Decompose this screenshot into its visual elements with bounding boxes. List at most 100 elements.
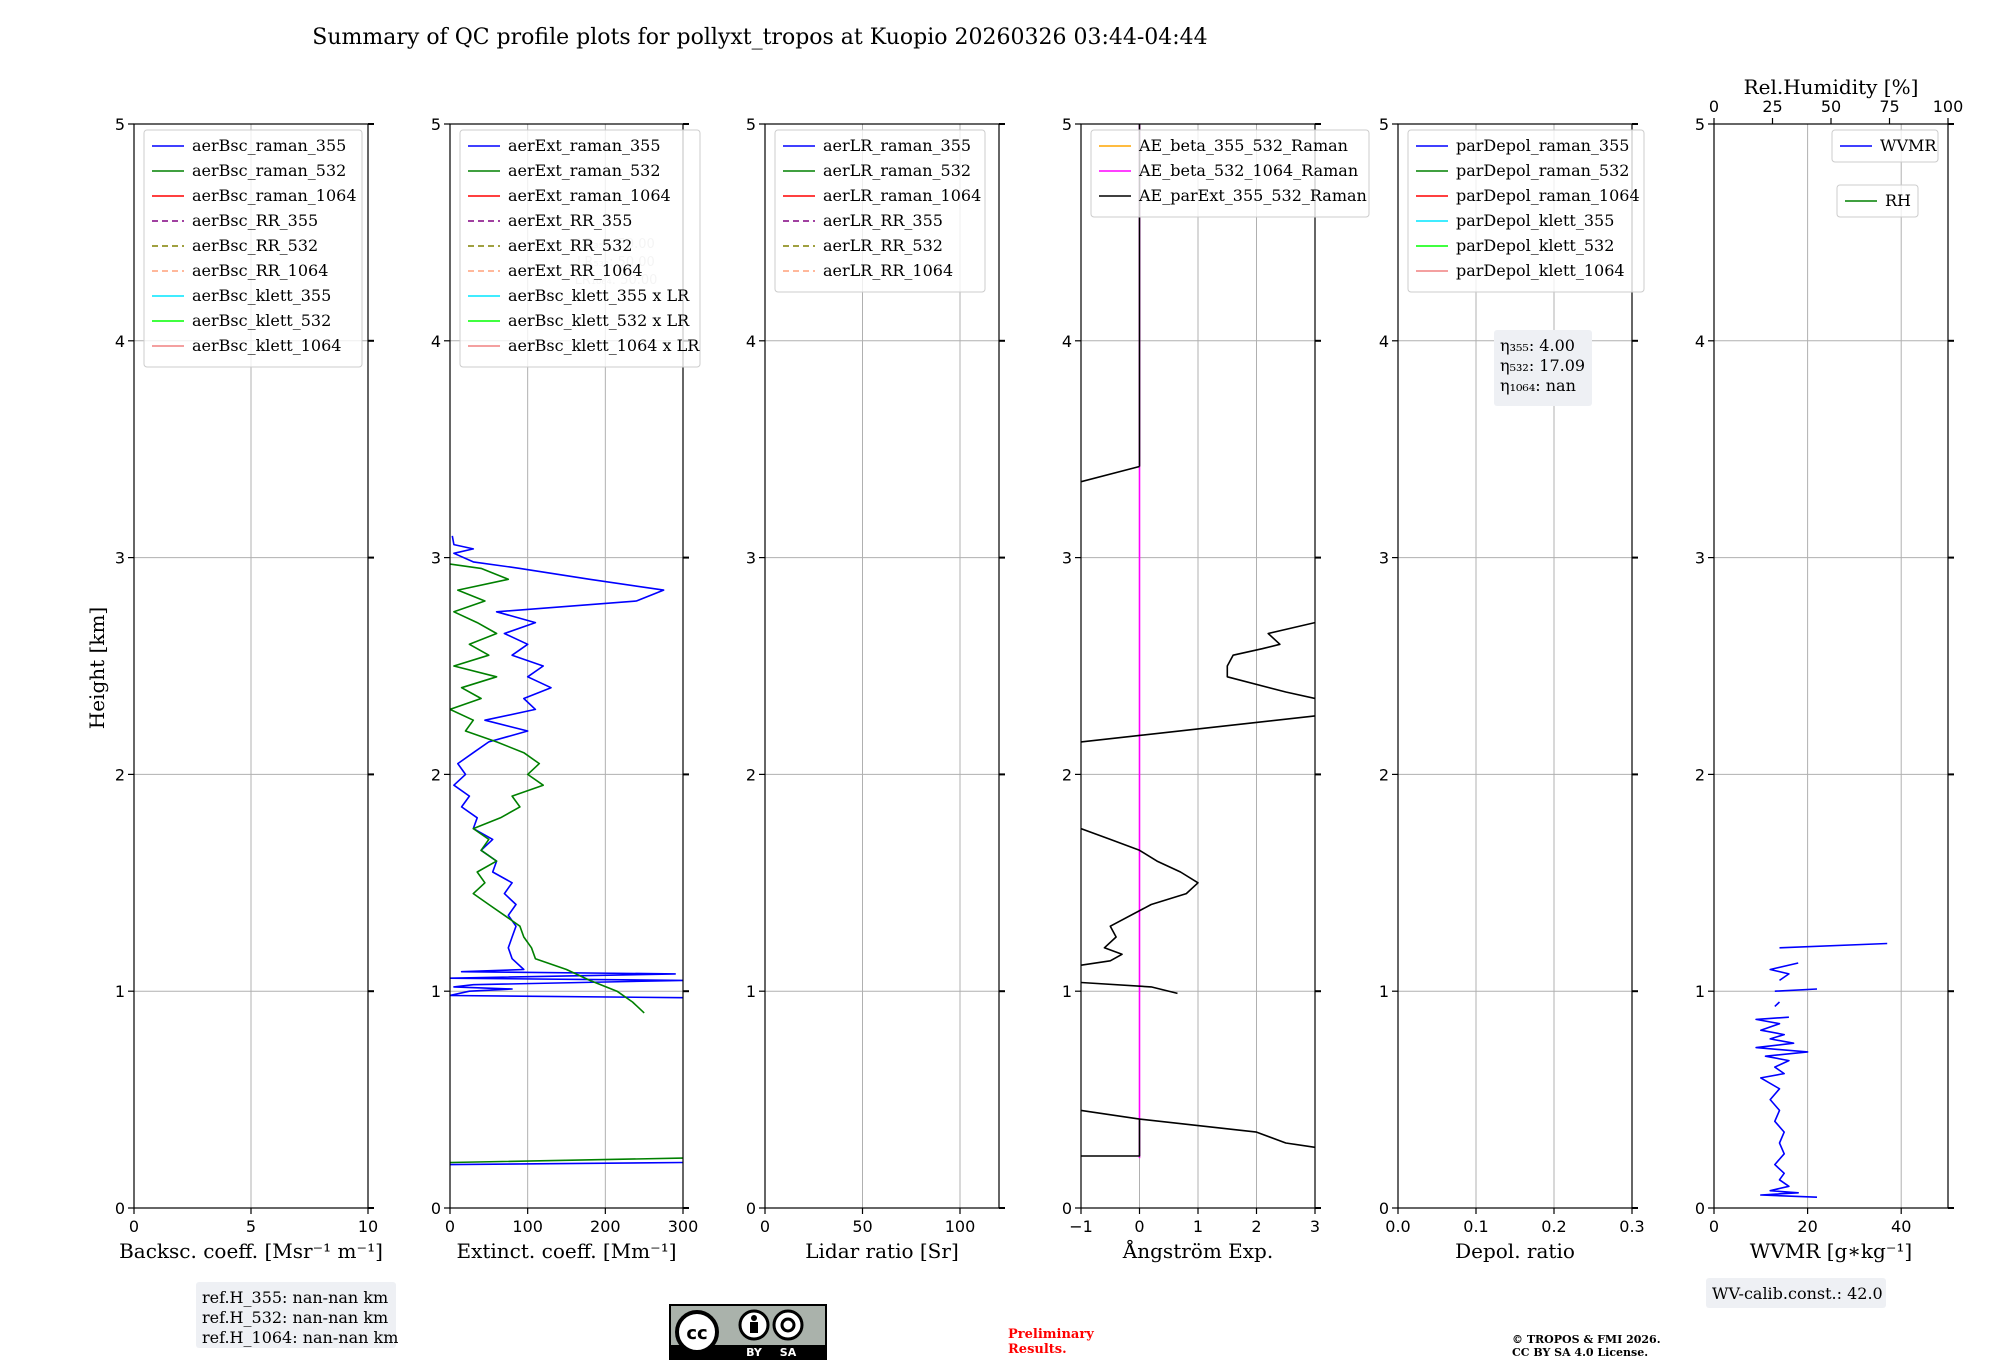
legend-box: [1090, 129, 1370, 218]
legend-label-4: parDepol_klett_532: [1456, 236, 1614, 255]
copyright-line-1: © TROPOS & FMI 2026.: [1512, 1333, 1661, 1346]
y-tick-label-5: 5: [115, 115, 125, 134]
legend-label-7: aerBsc_klett_532 x LR: [508, 311, 690, 330]
series-group: [1081, 124, 1315, 1159]
x-tick-label-0: 0: [1709, 1217, 1719, 1236]
y-tick-label-3: 3: [1695, 549, 1705, 568]
y-tick-label-0: 0: [1379, 1199, 1389, 1218]
x-axis-label: WVMR [g∗kg⁻¹]: [1750, 1239, 1912, 1263]
annotation-line-1: η₅₃₂: 17.09: [1500, 356, 1585, 375]
y-tick-label-0: 0: [1062, 1199, 1072, 1218]
legend-label-1: aerLR_raman_532: [823, 161, 971, 180]
x-tick-label-0: 0: [445, 1217, 455, 1236]
y-tick-label-2: 2: [115, 765, 125, 784]
legend: aerLR_raman_355 aerLR_raman_532 aerLR_rama…: [774, 129, 986, 293]
y-tick-label-4: 4: [1695, 332, 1705, 351]
legend-label-2: aerExt_raman_1064: [508, 186, 671, 205]
legend-label-8: aerBsc_klett_1064: [192, 336, 341, 355]
y-tick-label-0: 0: [115, 1199, 125, 1218]
x2-axis-label: Rel.Humidity [%]: [1744, 75, 1919, 99]
annotation-line-0: ref.H_355: nan-nan km: [202, 1288, 388, 1307]
legend-label-1: RH: [1885, 191, 1911, 210]
legend: WVMR RH: [1831, 129, 1939, 218]
x-axis-label: Depol. ratio: [1455, 1239, 1575, 1263]
panel-depolarization: 0 1 2 3 4 5 0.0 0.1 0.2 0.3 Depol. ratio parDepol_r…: [1379, 115, 1645, 1263]
x-tick-label-2: 0.2: [1541, 1217, 1566, 1236]
legend-label-7: aerBsc_klett_532: [192, 311, 331, 330]
x-axis-label: Extinct. coeff. [Mm⁻¹]: [456, 1239, 676, 1263]
x-tick-label-1: 20: [1797, 1217, 1817, 1236]
legend-box: [143, 129, 363, 368]
series-line-0: [1755, 942, 1888, 1198]
x-tick-label-1: 0.1: [1463, 1217, 1488, 1236]
y-tick-label-1: 1: [1379, 982, 1389, 1001]
x-tick-label-3: 0.3: [1619, 1217, 1644, 1236]
sa-label: SA: [780, 1346, 797, 1359]
x-axis-label: Backsc. coeff. [Msr⁻¹ m⁻¹]: [119, 1239, 383, 1263]
legend-label-2: aerBsc_raman_1064: [192, 186, 357, 205]
x-tick-label-2: 200: [590, 1217, 621, 1236]
annotation-line-0: η₃₅₅: 4.00: [1500, 336, 1575, 355]
annotation-line-0: WV-calib.const.: 42.0: [1712, 1284, 1883, 1303]
y-tick-label-2: 2: [431, 765, 441, 784]
x-tick-label-4: 3: [1310, 1217, 1320, 1236]
legend-label-6: aerBsc_klett_355 x LR: [508, 286, 690, 305]
legend-label-1: aerExt_raman_532: [508, 161, 661, 180]
y-tick-label-0: 0: [746, 1199, 756, 1218]
y-tick-label-5: 5: [431, 115, 441, 134]
x-tick-label-2: 100: [945, 1217, 976, 1236]
series-line-1: [450, 563, 683, 1164]
y-tick-label-2: 2: [1379, 765, 1389, 784]
legend-label-0: AE_beta_355_532_Raman: [1138, 136, 1348, 155]
legend-box-1: [1836, 184, 1919, 218]
series-group: [450, 535, 683, 1166]
annotation-bg: [196, 1282, 396, 1348]
y-tick-label-4: 4: [115, 332, 125, 351]
y-tick-label-2: 2: [1695, 765, 1705, 784]
y-tick-label-3: 3: [115, 549, 125, 568]
x-tick-label-2: 1: [1193, 1217, 1203, 1236]
legend: parDepol_raman_355 parDepol_raman_532 parD…: [1407, 129, 1645, 293]
legend-label-3: aerExt_RR_355: [508, 211, 632, 230]
y-tick-label-4: 4: [1379, 332, 1389, 351]
x-tick-label-1: 100: [512, 1217, 543, 1236]
legend-label-0: aerExt_raman_355: [508, 136, 661, 155]
x-tick-label-1: 5: [246, 1217, 256, 1236]
legend-label-5: aerBsc_RR_1064: [192, 261, 328, 280]
legend-label-6: aerBsc_klett_355: [192, 286, 331, 305]
annotation-line-1: ref.H_532: nan-nan km: [202, 1308, 388, 1327]
legend-label-5: aerExt_RR_1064: [508, 261, 643, 280]
series-line-2: [1081, 124, 1315, 1157]
preliminary-line-2: Results.: [1008, 1342, 1067, 1357]
legend-label-1: AE_beta_532_1064_Raman: [1138, 161, 1358, 180]
y-tick-label-3: 3: [1062, 549, 1072, 568]
legend-label-3: aerBsc_RR_355: [192, 211, 318, 230]
legend-label-4: aerBsc_RR_532: [192, 236, 318, 255]
y-tick-label-2: 2: [746, 765, 756, 784]
y-tick-label-0: 0: [1695, 1199, 1705, 1218]
x-tick-label-1: 0: [1134, 1217, 1144, 1236]
x2-tick-label-4: 100: [1933, 97, 1964, 116]
legend-box-0: [1831, 129, 1939, 163]
legend-label-2: parDepol_raman_1064: [1456, 186, 1640, 205]
x-tick-label-0: 0: [760, 1217, 770, 1236]
legend-label-4: aerLR_RR_532: [823, 236, 943, 255]
y-tick-label-1: 1: [1695, 982, 1705, 1001]
x-tick-label-2: 40: [1891, 1217, 1911, 1236]
x-tick-label-2: 10: [358, 1217, 378, 1236]
annotation-line-2: η₁₀₆₄: nan: [1500, 376, 1576, 395]
x-axis-label: Ångström Exp.: [1122, 1238, 1273, 1263]
legend-label-1: parDepol_raman_532: [1456, 161, 1629, 180]
legend: aerBsc_raman_355 aerBsc_raman_532 aerBsc_r…: [143, 129, 363, 368]
legend-label-8: aerBsc_klett_1064 x LR: [508, 336, 700, 355]
legend-label-0: parDepol_raman_355: [1456, 136, 1629, 155]
legend-label-0: aerLR_raman_355: [823, 136, 971, 155]
legend-label-5: parDepol_klett_1064: [1456, 261, 1625, 280]
y-tick-label-3: 3: [746, 549, 756, 568]
x-axis-label: Lidar ratio [Sr]: [805, 1239, 959, 1263]
legend-label-0: WVMR: [1880, 136, 1937, 155]
